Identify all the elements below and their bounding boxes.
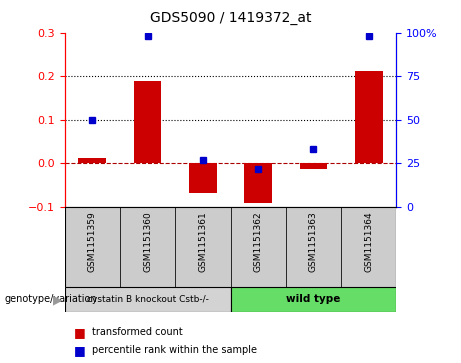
Text: GSM1151359: GSM1151359: [88, 211, 97, 272]
Bar: [244, 163, 272, 203]
Bar: [230, 287, 396, 312]
Bar: [230, 207, 286, 287]
Text: GSM1151362: GSM1151362: [254, 211, 263, 272]
Bar: [65, 287, 230, 312]
Bar: [300, 163, 327, 168]
Text: transformed count: transformed count: [92, 327, 183, 337]
Bar: [189, 163, 217, 193]
Text: GSM1151361: GSM1151361: [198, 211, 207, 272]
Text: genotype/variation: genotype/variation: [5, 294, 97, 305]
Bar: [134, 81, 161, 163]
Text: percentile rank within the sample: percentile rank within the sample: [92, 345, 257, 355]
Bar: [120, 207, 175, 287]
Text: cystatin B knockout Cstb-/-: cystatin B knockout Cstb-/-: [87, 295, 208, 304]
Text: ▶: ▶: [53, 293, 62, 306]
Text: GSM1151364: GSM1151364: [364, 211, 373, 272]
Bar: [65, 207, 120, 287]
Text: GDS5090 / 1419372_at: GDS5090 / 1419372_at: [150, 11, 311, 25]
Bar: [78, 158, 106, 163]
Bar: [341, 207, 396, 287]
Text: GSM1151360: GSM1151360: [143, 211, 152, 272]
Bar: [355, 71, 383, 163]
Text: ■: ■: [74, 326, 85, 339]
Bar: [286, 207, 341, 287]
Text: wild type: wild type: [286, 294, 341, 305]
Text: GSM1151363: GSM1151363: [309, 211, 318, 272]
Bar: [175, 207, 230, 287]
Text: ■: ■: [74, 344, 85, 357]
